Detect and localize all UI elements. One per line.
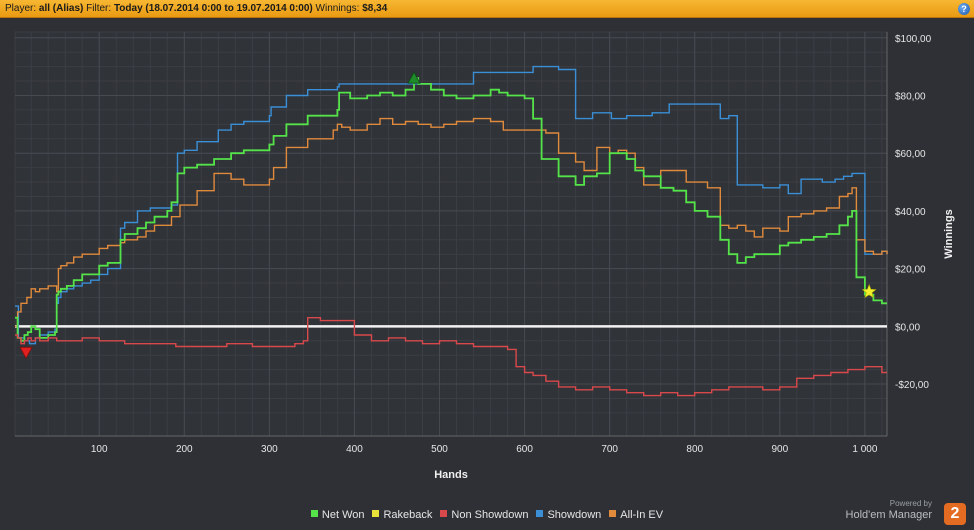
legend-item-all-in-ev[interactable]: All-In EV: [609, 509, 663, 521]
legend-swatch: [440, 510, 448, 517]
y-tick-label: $40,00: [895, 207, 926, 218]
x-tick-label: 900: [771, 444, 788, 455]
winnings-value: $8,34: [362, 3, 388, 14]
x-tick-label: 600: [516, 444, 533, 455]
legend-item-non-showdown[interactable]: Non Showdown: [440, 509, 528, 521]
max-marker: [407, 71, 421, 84]
y-tick-label: $100,00: [895, 34, 932, 45]
series-line-non-showdown: [15, 317, 887, 397]
brand-logo-block: Powered by Hold'em Manager 2: [818, 499, 968, 527]
hem2-logo-icon: 2: [944, 503, 966, 525]
min-marker: [19, 346, 33, 360]
y-axis-title: Winnings: [943, 209, 955, 258]
filter-label: Filter:: [86, 3, 112, 14]
chart-legend: Net Won Rakeback Non Showdown Showdown All-I…: [0, 509, 974, 521]
legend-item-net-won[interactable]: Net Won: [310, 509, 365, 521]
y-tick-label: $60,00: [895, 149, 926, 160]
y-tick-label: $80,00: [895, 91, 926, 102]
help-icon[interactable]: ?: [958, 3, 970, 15]
player-value: all (Alias): [38, 3, 84, 14]
final-marker: [861, 283, 877, 299]
x-tick-label: 1 000: [852, 444, 877, 455]
series-line-all-in-ev: [15, 117, 888, 327]
x-tick-label: 400: [346, 444, 363, 455]
x-tick-label: 200: [176, 444, 193, 455]
x-axis-title: Hands: [434, 469, 468, 481]
y-tick-label: -$20,00: [895, 380, 929, 391]
x-tick-label: 300: [261, 444, 278, 455]
series-line-showdown: [15, 65, 888, 345]
plot-area: [14, 31, 888, 437]
legend-item-showdown[interactable]: Showdown: [536, 509, 601, 521]
powered-by-label: Powered by: [889, 499, 932, 508]
brand-name: Hold'em Manager: [845, 509, 932, 521]
legend-label: Non Showdown: [451, 509, 529, 521]
winnings-graph: 100 200 300 400 500 600 700 800 900 1 000 -$20,00 $…: [14, 31, 955, 481]
legend-swatch: [609, 510, 617, 517]
x-tick-label: 500: [431, 444, 448, 455]
winnings-label: Winnings:: [315, 3, 360, 14]
y-tick-label: $20,00: [895, 265, 926, 276]
legend-label: Showdown: [547, 509, 602, 521]
report-header-bar: Player: all (Alias) Filter: Today (18.07…: [0, 0, 974, 18]
x-tick-label: 700: [601, 444, 618, 455]
x-tick-label: 100: [91, 444, 108, 455]
legend-label: Net Won: [321, 509, 365, 521]
series-line-net-won: [15, 77, 887, 342]
filter-value: Today (18.07.2014 0:00 to 19.07.2014 0:0…: [113, 3, 313, 14]
legend-swatch: [536, 510, 544, 517]
x-tick-label: 800: [686, 444, 703, 455]
legend-label: All-In EV: [620, 509, 664, 521]
legend-swatch: [372, 510, 380, 517]
legend-item-rakeback[interactable]: Rakeback: [372, 509, 432, 521]
player-label: Player:: [5, 3, 37, 14]
y-tick-label: $0,00: [895, 322, 920, 333]
legend-label: Rakeback: [383, 509, 433, 521]
legend-swatch: [310, 510, 318, 517]
